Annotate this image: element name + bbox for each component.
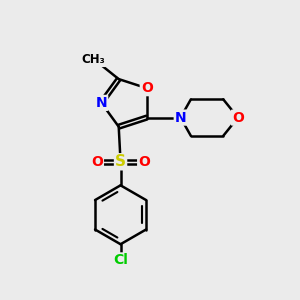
Text: N: N [175, 111, 186, 124]
Text: O: O [91, 155, 103, 169]
Text: Cl: Cl [113, 254, 128, 267]
Text: N: N [96, 96, 107, 110]
Text: O: O [138, 155, 150, 169]
Text: S: S [115, 154, 126, 169]
Text: CH₃: CH₃ [82, 53, 106, 66]
Text: O: O [141, 81, 153, 95]
Text: O: O [232, 111, 244, 124]
